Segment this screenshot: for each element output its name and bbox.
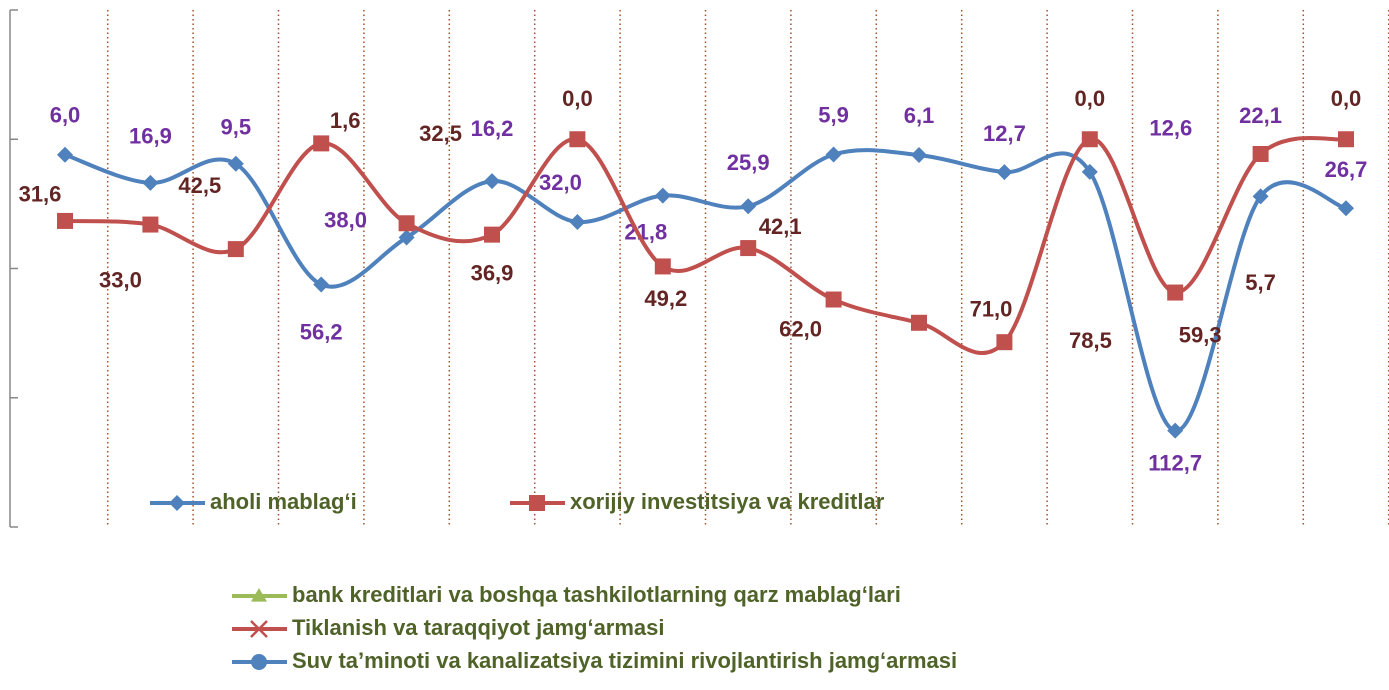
data-label: 6,0 (50, 103, 81, 128)
marker (529, 495, 545, 511)
data-label: 12,6 (1149, 116, 1192, 141)
marker (227, 241, 244, 258)
data-label: 56,2 (300, 319, 343, 344)
marker (251, 588, 267, 602)
marker (996, 164, 1013, 181)
legend-label: xorijiy investitsiya va kreditlar (570, 489, 885, 514)
data-label: 26,7 (1325, 157, 1368, 182)
marker (227, 155, 244, 172)
marker (569, 131, 586, 148)
marker (313, 135, 330, 152)
legend-label: Suv ta’minoti va kanalizatsiya tizimini … (292, 648, 957, 673)
data-label: 32,0 (539, 170, 582, 195)
data-label: 25,9 (727, 150, 770, 175)
marker (740, 198, 757, 215)
marker (250, 620, 268, 638)
marker (996, 334, 1013, 351)
data-label: 0,0 (562, 86, 593, 111)
legend-label: bank kreditlari va boshqa tashkilotlarni… (292, 582, 901, 607)
data-label: 5,9 (818, 102, 849, 127)
marker (654, 258, 671, 275)
marker (1252, 145, 1269, 162)
marker (1252, 188, 1269, 205)
marker (825, 291, 842, 308)
marker (251, 654, 267, 670)
data-label: 6,1 (904, 103, 935, 128)
data-label: 32,5 (419, 121, 462, 146)
legend-label: Tiklanish va taraqqiyot jamg‘armasi (292, 615, 665, 640)
data-label: 71,0 (970, 297, 1013, 322)
data-label: 12,7 (983, 121, 1026, 146)
marker (57, 146, 73, 163)
data-label: 1,6 (330, 108, 361, 133)
marker (911, 147, 927, 164)
marker (142, 216, 159, 233)
marker (825, 146, 842, 163)
marker (911, 314, 927, 331)
marker (57, 212, 73, 229)
data-label: 16,9 (129, 124, 172, 149)
data-label: 59,3 (1179, 322, 1222, 347)
data-label: 22,1 (1239, 103, 1282, 128)
data-label: 38,0 (324, 207, 367, 232)
marker (313, 276, 330, 293)
marker (1081, 163, 1098, 180)
data-label: 62,0 (779, 316, 822, 341)
data-label: 5,7 (1245, 270, 1276, 295)
marker (1167, 284, 1184, 301)
marker (484, 226, 500, 243)
marker (1081, 131, 1098, 148)
marker (740, 240, 757, 257)
marker (169, 495, 185, 511)
data-label: 36,9 (471, 260, 514, 285)
marker (1338, 131, 1354, 148)
marker (484, 173, 500, 190)
data-label: 42,5 (178, 173, 221, 198)
data-label: 49,2 (644, 286, 687, 311)
marker (398, 229, 415, 246)
data-label: 112,7 (1148, 450, 1202, 475)
legend-label: aholi mablag‘i (210, 489, 357, 514)
marker (654, 187, 671, 204)
marker (398, 215, 415, 232)
marker (1167, 422, 1184, 439)
series-line (64, 135, 1347, 356)
data-label: 42,1 (759, 214, 802, 239)
data-label: 16,2 (471, 116, 514, 141)
data-label: 0,0 (1331, 86, 1362, 111)
data-label: 31,6 (19, 182, 62, 207)
marker (1338, 200, 1354, 217)
data-label: 33,0 (99, 267, 142, 292)
data-label: 0,0 (1075, 86, 1106, 111)
marker (569, 213, 586, 230)
data-label: 78,5 (1069, 328, 1112, 353)
marker (142, 174, 159, 191)
data-label: 9,5 (221, 115, 252, 140)
